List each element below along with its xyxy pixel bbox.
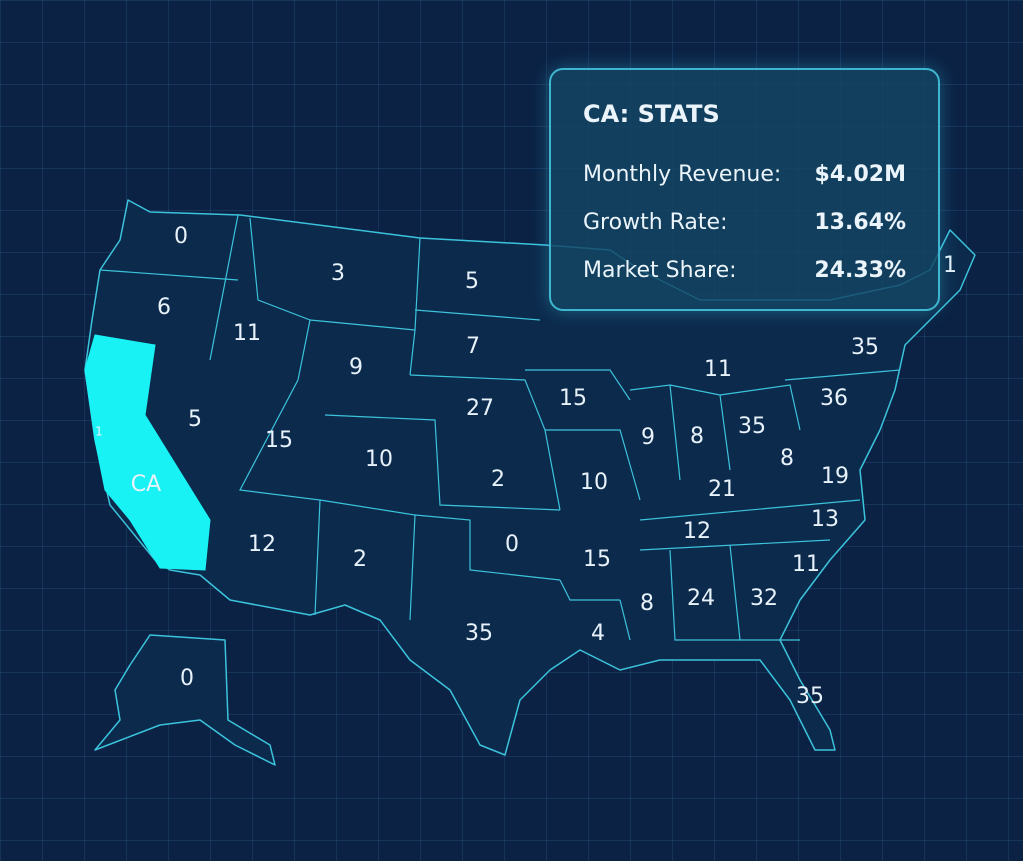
tooltip-value: $4.02M — [814, 161, 906, 187]
stats-tooltip: CA: STATS Monthly Revenue: $4.02M Growth R… — [549, 68, 940, 311]
state-label: 15 — [583, 547, 611, 572]
state-label: 6 — [157, 295, 171, 320]
state-label: 21 — [708, 477, 736, 502]
state-label: 4 — [591, 621, 605, 646]
state-label: 10 — [580, 470, 608, 495]
state-label: 9 — [349, 355, 363, 380]
state-label: 9 — [641, 425, 655, 450]
state-label: CA — [131, 472, 161, 497]
state-label: 5 — [465, 269, 479, 294]
state-label: 7 — [466, 334, 480, 359]
state-label: 13 — [811, 507, 839, 532]
state-label: 2 — [491, 467, 505, 492]
tooltip-label: Monthly Revenue: — [583, 161, 782, 187]
state-label: 10 — [365, 447, 393, 472]
state-label: 5 — [188, 407, 202, 432]
state-label: 0 — [505, 532, 519, 557]
state-label: 1 — [943, 253, 957, 278]
tooltip-title: CA: STATS — [583, 100, 720, 128]
state-label: 15 — [559, 386, 587, 411]
state-label: 11 — [792, 552, 820, 577]
state-label: 12 — [683, 519, 711, 544]
tooltip-row: Monthly Revenue: $4.02M — [583, 150, 906, 198]
state-borders — [99, 214, 901, 641]
state-label: 32 — [750, 586, 778, 611]
tooltip-value: 24.33% — [814, 257, 906, 283]
state-label: 36 — [820, 386, 848, 411]
state-label: 35 — [738, 414, 766, 439]
state-label: 1 — [95, 425, 103, 439]
tooltip-row: Growth Rate: 13.64% — [583, 198, 906, 246]
state-label: 24 — [687, 586, 715, 611]
tooltip-value: 13.64% — [814, 209, 906, 235]
state-label: 2 — [353, 547, 367, 572]
tooltip-row: Market Share: 24.33% — [583, 246, 906, 294]
state-label: 19 — [821, 464, 849, 489]
state-label: 0 — [180, 666, 194, 691]
state-label: 11 — [704, 357, 732, 382]
state-label: 35 — [465, 621, 493, 646]
state-label: 8 — [690, 424, 704, 449]
state-label: 15 — [265, 428, 293, 453]
tooltip-label: Growth Rate: — [583, 209, 728, 235]
state-label: 0 — [174, 224, 188, 249]
state-label: 11 — [233, 321, 261, 346]
state-label: 8 — [640, 591, 654, 616]
tooltip-label: Market Share: — [583, 257, 737, 283]
alaska-outline — [94, 634, 276, 766]
tooltip-rows: Monthly Revenue: $4.02M Growth Rate: 13.64%… — [583, 150, 906, 294]
california-highlight — [84, 334, 211, 571]
state-label: 12 — [248, 532, 276, 557]
state-label: 27 — [466, 396, 494, 421]
state-label: 35 — [851, 335, 879, 360]
state-label: 35 — [796, 684, 824, 709]
state-label: 8 — [780, 446, 794, 471]
state-label: 3 — [331, 261, 345, 286]
